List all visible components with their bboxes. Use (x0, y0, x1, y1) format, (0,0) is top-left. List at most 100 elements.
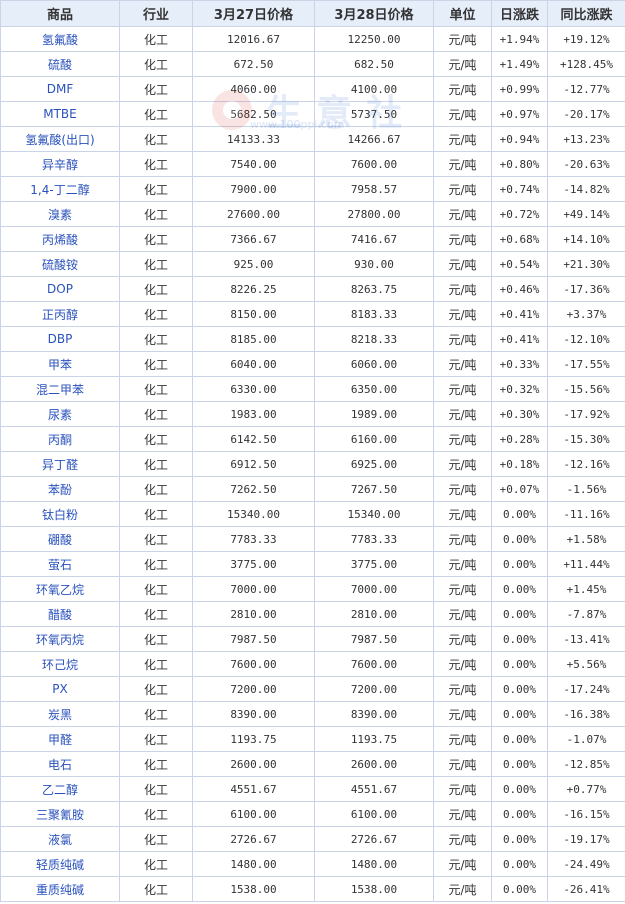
cell-product-name[interactable]: 钛白粉 (0, 501, 120, 527)
cell-product-name[interactable]: 正丙醇 (0, 301, 120, 327)
table-row: 炭黑 化工 8390.00 8390.00 元/吨 0.00% -16.38% (0, 701, 625, 727)
cell-daily-change: 0.00% (491, 651, 548, 677)
cell-product-name[interactable]: 环氧乙烷 (0, 576, 120, 602)
cell-product-name[interactable]: 环己烷 (0, 651, 120, 677)
cell-price-day1: 2810.00 (192, 601, 315, 627)
cell-product-name[interactable]: 电石 (0, 751, 120, 777)
table-row: 环氧丙烷 化工 7987.50 7987.50 元/吨 0.00% -13.41% (0, 626, 625, 652)
cell-product-name[interactable]: 丙酮 (0, 426, 120, 452)
header-price-day1[interactable]: 3月27日价格 (192, 0, 315, 27)
cell-price-day2: 4100.00 (314, 76, 434, 102)
table-row: DMF 化工 4060.00 4100.00 元/吨 +0.99% -12.77% (0, 76, 625, 102)
table-row: 尿素 化工 1983.00 1989.00 元/吨 +0.30% -17.92% (0, 401, 625, 427)
table-row: 异辛醇 化工 7540.00 7600.00 元/吨 +0.80% -20.63% (0, 151, 625, 177)
cell-industry: 化工 (119, 526, 193, 552)
cell-product-name[interactable]: 氢氟酸(出口) (0, 126, 120, 152)
cell-product-name[interactable]: MTBE (0, 101, 120, 127)
cell-price-day1: 2600.00 (192, 751, 315, 777)
cell-product-name[interactable]: 异辛醇 (0, 151, 120, 177)
cell-yoy-change: -17.92% (547, 401, 625, 427)
cell-product-name[interactable]: 丙烯酸 (0, 226, 120, 252)
cell-daily-change: +0.41% (491, 326, 548, 352)
cell-price-day2: 4551.67 (314, 776, 434, 802)
cell-unit: 元/吨 (433, 726, 492, 752)
table-row: 甲苯 化工 6040.00 6060.00 元/吨 +0.33% -17.55% (0, 351, 625, 377)
cell-price-day2: 7783.33 (314, 526, 434, 552)
cell-yoy-change: -1.56% (547, 476, 625, 502)
cell-price-day1: 15340.00 (192, 501, 315, 527)
cell-price-day1: 6330.00 (192, 376, 315, 402)
cell-price-day1: 7000.00 (192, 576, 315, 602)
cell-unit: 元/吨 (433, 201, 492, 227)
cell-price-day2: 682.50 (314, 51, 434, 77)
header-product[interactable]: 商品 (0, 0, 120, 27)
cell-daily-change: +0.72% (491, 201, 548, 227)
cell-product-name[interactable]: 硫酸 (0, 51, 120, 77)
cell-price-day1: 1480.00 (192, 851, 315, 877)
cell-industry: 化工 (119, 51, 193, 77)
table-row: 硫酸铵 化工 925.00 930.00 元/吨 +0.54% +21.30% (0, 251, 625, 277)
cell-product-name[interactable]: DOP (0, 276, 120, 302)
cell-yoy-change: -12.85% (547, 751, 625, 777)
cell-product-name[interactable]: 溴素 (0, 201, 120, 227)
cell-product-name[interactable]: 异丁醛 (0, 451, 120, 477)
cell-product-name[interactable]: 甲苯 (0, 351, 120, 377)
cell-daily-change: 0.00% (491, 501, 548, 527)
cell-yoy-change: -11.16% (547, 501, 625, 527)
header-price-day2[interactable]: 3月28日价格 (314, 0, 434, 27)
cell-product-name[interactable]: 轻质纯碱 (0, 851, 120, 877)
cell-product-name[interactable]: DMF (0, 76, 120, 102)
cell-daily-change: +0.80% (491, 151, 548, 177)
cell-product-name[interactable]: 乙二醇 (0, 776, 120, 802)
cell-product-name[interactable]: 环氧丙烷 (0, 626, 120, 652)
cell-product-name[interactable]: 醋酸 (0, 601, 120, 627)
cell-yoy-change: -24.49% (547, 851, 625, 877)
cell-product-name[interactable]: PX (0, 676, 120, 702)
header-unit[interactable]: 单位 (433, 0, 492, 27)
cell-product-name[interactable]: 三聚氰胺 (0, 801, 120, 827)
cell-price-day1: 1193.75 (192, 726, 315, 752)
cell-product-name[interactable]: 1,4-丁二醇 (0, 176, 120, 202)
cell-industry: 化工 (119, 26, 193, 52)
cell-price-day1: 2726.67 (192, 826, 315, 852)
cell-price-day1: 12016.67 (192, 26, 315, 52)
header-daily-change[interactable]: 日涨跌 (491, 0, 548, 27)
cell-yoy-change: -12.16% (547, 451, 625, 477)
cell-price-day2: 7267.50 (314, 476, 434, 502)
cell-yoy-change: -1.07% (547, 726, 625, 752)
cell-price-day2: 1193.75 (314, 726, 434, 752)
cell-product-name[interactable]: 甲醛 (0, 726, 120, 752)
cell-product-name[interactable]: 硫酸铵 (0, 251, 120, 277)
cell-price-day1: 672.50 (192, 51, 315, 77)
cell-daily-change: 0.00% (491, 576, 548, 602)
cell-product-name[interactable]: 苯酚 (0, 476, 120, 502)
table-row: 环氧乙烷 化工 7000.00 7000.00 元/吨 0.00% +1.45% (0, 576, 625, 602)
cell-price-day2: 8263.75 (314, 276, 434, 302)
header-industry[interactable]: 行业 (119, 0, 193, 27)
cell-unit: 元/吨 (433, 176, 492, 202)
cell-price-day1: 14133.33 (192, 126, 315, 152)
cell-daily-change: 0.00% (491, 776, 548, 802)
table-row: 液氯 化工 2726.67 2726.67 元/吨 0.00% -19.17% (0, 826, 625, 852)
cell-product-name[interactable]: 尿素 (0, 401, 120, 427)
cell-industry: 化工 (119, 176, 193, 202)
cell-product-name[interactable]: 硼酸 (0, 526, 120, 552)
table-row: 丙酮 化工 6142.50 6160.00 元/吨 +0.28% -15.30% (0, 426, 625, 452)
cell-price-day2: 8390.00 (314, 701, 434, 727)
cell-yoy-change: -16.38% (547, 701, 625, 727)
cell-product-name[interactable]: 重质纯碱 (0, 876, 120, 902)
cell-yoy-change: -12.77% (547, 76, 625, 102)
header-yoy-change[interactable]: 同比涨跌 (547, 0, 625, 27)
cell-price-day2: 7600.00 (314, 151, 434, 177)
cell-industry: 化工 (119, 676, 193, 702)
cell-product-name[interactable]: 萤石 (0, 551, 120, 577)
cell-product-name[interactable]: 炭黑 (0, 701, 120, 727)
cell-yoy-change: +11.44% (547, 551, 625, 577)
cell-product-name[interactable]: 混二甲苯 (0, 376, 120, 402)
cell-daily-change: +0.54% (491, 251, 548, 277)
cell-product-name[interactable]: DBP (0, 326, 120, 352)
cell-product-name[interactable]: 氢氟酸 (0, 26, 120, 52)
cell-price-day2: 7958.57 (314, 176, 434, 202)
cell-product-name[interactable]: 液氯 (0, 826, 120, 852)
